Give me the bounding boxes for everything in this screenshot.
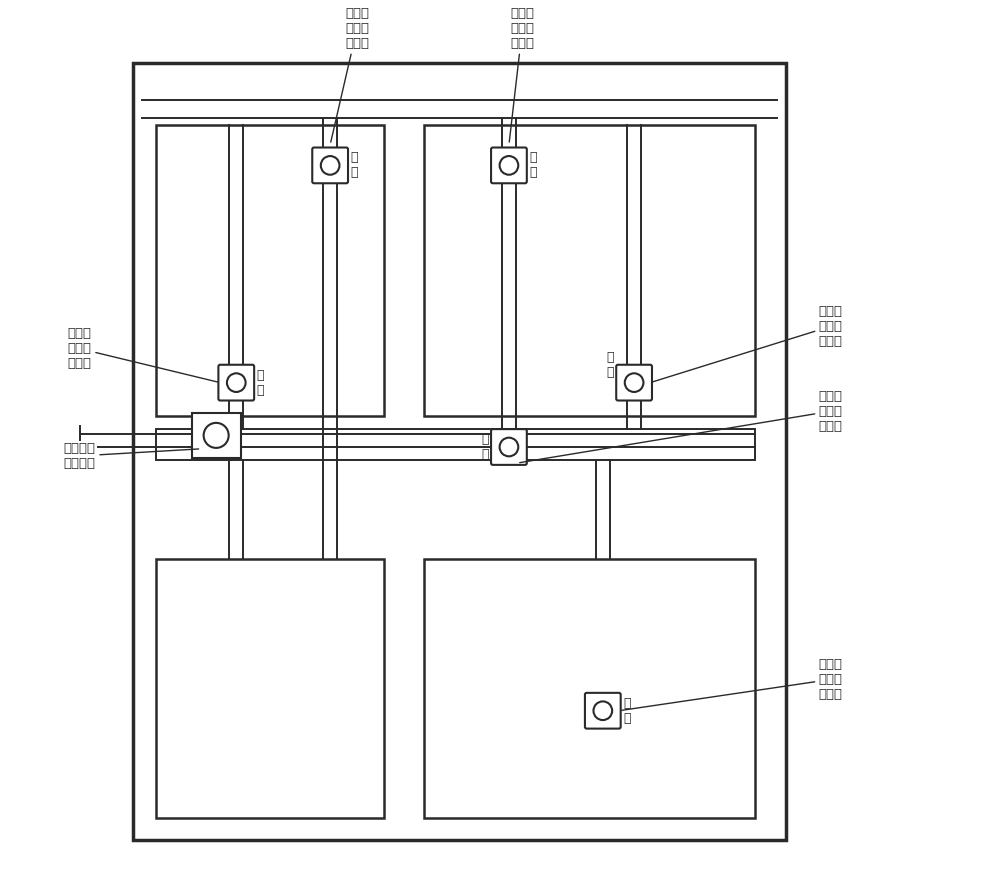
Bar [192,413,241,458]
FancyBboxPatch shape [616,365,652,401]
Text: 回风开
关型电
动风阀: 回风开 关型电 动风阀 [653,305,843,382]
Text: 开
启: 开 启 [530,151,537,180]
Text: 关
闭: 关 闭 [257,368,264,397]
Text: 净化型全
热交换器: 净化型全 热交换器 [64,442,199,470]
Circle shape [593,702,612,720]
FancyBboxPatch shape [491,148,527,183]
Text: 回风开
关型电
动风阀: 回风开 关型电 动风阀 [68,327,217,382]
Bar [424,125,755,416]
Text: 送风开
关型电
动风阀: 送风开 关型电 动风阀 [622,658,843,711]
Text: 回风开
关型电
动风阀: 回风开 关型电 动风阀 [520,390,843,462]
FancyBboxPatch shape [585,693,621,729]
Bar [133,63,786,840]
FancyBboxPatch shape [491,429,527,465]
Text: 送风开
关型电
动风阀: 送风开 关型电 动风阀 [509,7,534,142]
Circle shape [625,374,643,392]
Text: 关
闭: 关 闭 [481,433,488,461]
Circle shape [321,156,339,174]
Text: 开
启: 开 启 [351,151,358,180]
FancyBboxPatch shape [218,365,254,401]
Text: 开
启: 开 启 [623,696,631,725]
Text: 送风开
关型电
动风阀: 送风开 关型电 动风阀 [331,7,369,142]
Bar [156,125,384,416]
Text: 关
闭: 关 闭 [606,350,614,379]
FancyBboxPatch shape [312,148,348,183]
Bar [424,559,755,818]
Circle shape [500,156,518,174]
Circle shape [227,374,246,392]
Circle shape [500,438,518,456]
Circle shape [204,423,229,448]
Bar [156,429,755,460]
Bar [156,559,384,818]
